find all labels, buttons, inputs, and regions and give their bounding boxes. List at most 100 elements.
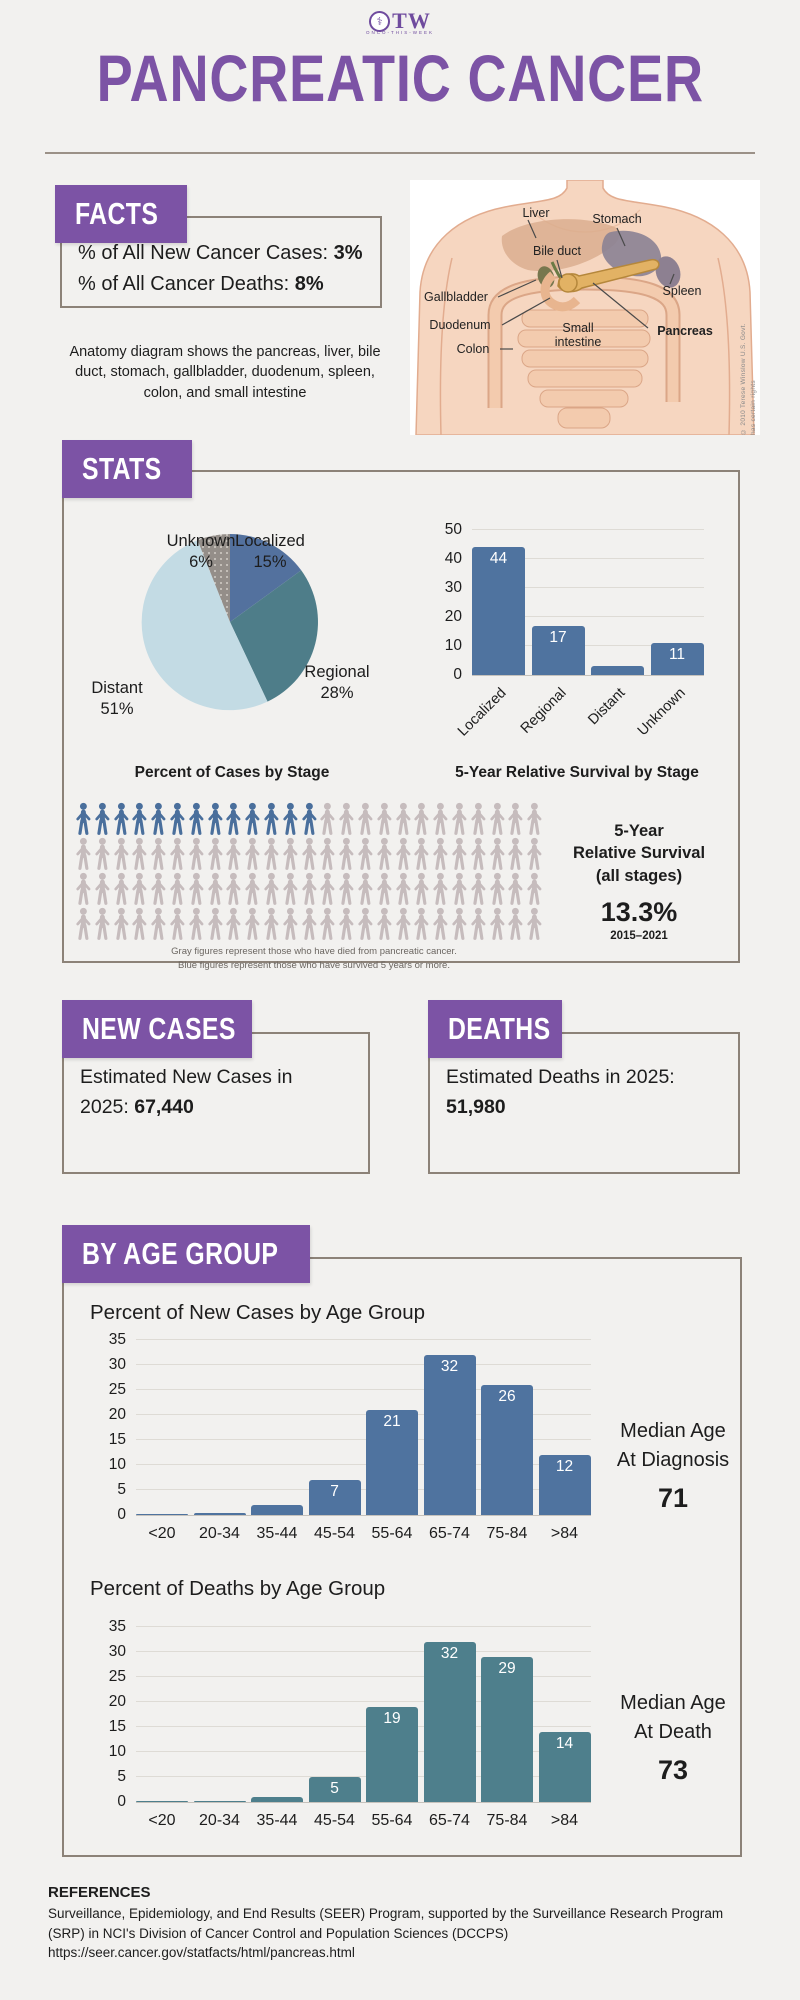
person-figure-deceased <box>189 837 204 870</box>
person-figure-deceased <box>508 837 523 870</box>
x-axis-tick: 20-34 <box>199 1812 240 1829</box>
anatomy-illustration <box>415 180 755 435</box>
y-axis-tick: 30 <box>444 579 462 596</box>
pictogram-caption: Gray figures represent those who have di… <box>171 946 457 972</box>
bar->84: 12 <box>538 1455 591 1515</box>
person-figure-deceased <box>471 907 486 940</box>
person-figure-survivor <box>245 802 260 835</box>
person-figure-deceased <box>95 837 110 870</box>
pie-chart-caption: Percent of Cases by Stage <box>134 764 330 781</box>
bar-35-44 <box>251 1505 303 1515</box>
deaths-text: Estimated Deaths in 2025: 51,980 <box>446 1066 675 1119</box>
pie-label-localized: Localized 15% <box>235 532 305 571</box>
person-figure-deceased <box>508 872 523 905</box>
x-axis-tick: Regional <box>517 685 570 737</box>
x-axis-tick: <20 <box>148 1812 176 1829</box>
bar-65-74: 32 <box>423 1642 476 1802</box>
person-figure-survivor <box>189 802 204 835</box>
person-figure-deceased <box>132 872 147 905</box>
bar-value-label: 11 <box>668 646 686 664</box>
x-axis-tick: 35-44 <box>256 1812 298 1829</box>
bar-45-54: 7 <box>308 1480 361 1515</box>
x-axis-tick: Distant <box>585 685 629 729</box>
person-figure-deceased <box>527 802 542 835</box>
pie-label-unknown: Unknown 6% <box>166 532 236 571</box>
person-figure-deceased <box>471 872 486 905</box>
person-figure-deceased <box>508 802 523 835</box>
x-axis-tick: 20-34 <box>199 1525 240 1542</box>
y-axis-tick: 0 <box>117 1793 126 1810</box>
person-figure-deceased <box>76 907 91 940</box>
anatomy-label-small-intestine: Small intestine <box>554 321 602 349</box>
y-axis-tick: 20 <box>444 608 462 625</box>
x-axis-tick: >84 <box>550 1812 579 1829</box>
person-figure-deceased <box>226 837 241 870</box>
survival-pictogram <box>74 802 544 942</box>
person-figure-deceased <box>489 802 504 835</box>
person-figure-survivor <box>151 802 166 835</box>
person-figure-deceased <box>132 837 147 870</box>
pie-slice-unknown <box>197 534 230 622</box>
person-figure-deceased <box>489 872 504 905</box>
person-figure-deceased <box>508 907 523 940</box>
person-figure-deceased <box>527 872 542 905</box>
person-figure-deceased <box>471 802 486 835</box>
bar-value-label: 14 <box>555 1735 574 1752</box>
person-figure-deceased <box>170 872 185 905</box>
person-figure-deceased <box>339 802 354 835</box>
by-age-box: Percent of New Cases by Age Group 0 5 10 15… <box>62 1257 742 1857</box>
bar-45-54: 5 <box>308 1777 361 1802</box>
deaths-header: DEATHS <box>428 1000 562 1058</box>
x-axis-tick: <20 <box>148 1525 176 1542</box>
y-axis-tick: 15 <box>108 1431 126 1448</box>
logo-text: TW <box>392 8 431 33</box>
person-figure-deceased <box>414 907 429 940</box>
pie-slice-localized <box>230 534 302 622</box>
person-figure-deceased <box>414 872 429 905</box>
anatomy-caption: Anatomy diagram shows the pancreas, live… <box>69 344 381 401</box>
x-axis-tick: 65-74 <box>429 1812 470 1829</box>
age-deaths-chart-title: Percent of Deaths by Age Group <box>90 1577 386 1600</box>
y-axis-tick: 20 <box>108 1406 126 1423</box>
person-figure-deceased <box>151 837 166 870</box>
person-figure-deceased <box>471 837 486 870</box>
person-figure-deceased <box>358 802 373 835</box>
survival-rate-period: 2015–2021 <box>610 929 668 942</box>
person-figure-deceased <box>377 837 392 870</box>
y-axis-tick: 30 <box>108 1356 126 1373</box>
stats-header: STATS <box>62 440 192 498</box>
person-figure-survivor <box>283 802 298 835</box>
person-figure-deceased <box>433 802 448 835</box>
person-figure-deceased <box>320 872 335 905</box>
person-figure-deceased <box>283 907 298 940</box>
person-figure-deceased <box>339 907 354 940</box>
person-figure-deceased <box>395 802 410 835</box>
fact-line: % of All Cancer Deaths: 8% <box>78 273 324 295</box>
person-figure-deceased <box>377 872 392 905</box>
pie-label-distant: Distant 51% <box>91 679 143 718</box>
y-axis-tick: 40 <box>444 550 462 567</box>
facts-box <box>60 216 382 308</box>
anatomy-label-pancreas: Pancreas <box>657 324 713 338</box>
person-figure-deceased <box>151 872 166 905</box>
person-figure-deceased <box>320 837 335 870</box>
person-figure-deceased <box>358 837 373 870</box>
person-figure-deceased <box>151 907 166 940</box>
person-figure-deceased <box>395 907 410 940</box>
x-axis-tick: 55-64 <box>371 1525 413 1542</box>
bar-Regional: 17 <box>531 625 585 675</box>
x-axis-tick: 75-84 <box>486 1525 528 1542</box>
person-figure-deceased <box>320 802 335 835</box>
y-axis-tick: 35 <box>108 1331 126 1348</box>
person-figure-deceased <box>113 872 129 905</box>
median-age-death: Median Age At Death 73 <box>568 1689 778 1790</box>
y-axis-tick: 50 <box>444 521 462 538</box>
bar-75-84: 26 <box>481 1385 533 1515</box>
person-figure-deceased <box>489 837 504 870</box>
person-figure-deceased <box>264 837 279 870</box>
person-figure-deceased <box>207 837 223 870</box>
y-axis-tick: 10 <box>444 637 462 654</box>
new-cases-header: NEW CASES <box>62 1000 252 1058</box>
x-axis-tick: 45-54 <box>314 1525 355 1542</box>
